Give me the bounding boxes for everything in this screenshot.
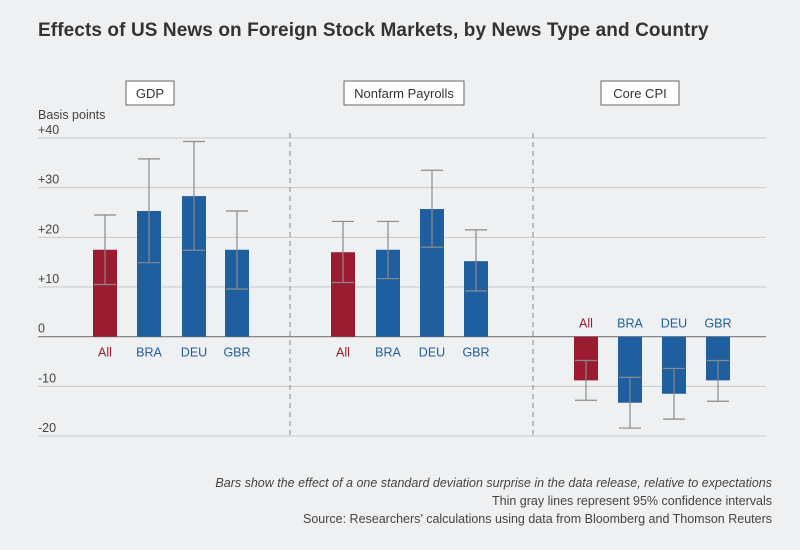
- category-label: DEU: [419, 346, 445, 360]
- panel-header-label: GDP: [136, 86, 164, 101]
- y-tick-label: +30: [38, 173, 59, 187]
- panel-header-box: [125, 80, 175, 106]
- category-label: BRA: [136, 346, 162, 360]
- y-tick-label: +10: [38, 272, 59, 286]
- footnote-confidence-intervals: Thin gray lines represent 95% confidence…: [491, 494, 772, 508]
- category-label: BRA: [617, 317, 643, 331]
- category-label: GBR: [462, 346, 489, 360]
- category-label: DEU: [181, 346, 207, 360]
- panel-header-box: [343, 80, 465, 106]
- footnote-source: Source: Researchers’ calculations using …: [303, 512, 772, 526]
- y-tick-label: -10: [38, 371, 56, 385]
- category-label: All: [579, 317, 593, 331]
- panel-header-box: [600, 80, 680, 106]
- category-label: DEU: [661, 317, 687, 331]
- y-tick-label: +40: [38, 123, 59, 137]
- y-tick-label: +20: [38, 222, 59, 236]
- panel-header-label: Core CPI: [613, 86, 666, 101]
- y-tick-label: 0: [38, 322, 45, 336]
- footnote-bars-explanation: Bars show the effect of a one standard d…: [215, 476, 772, 490]
- category-label: GBR: [704, 317, 731, 331]
- y-axis-label: Basis points: [38, 108, 105, 122]
- category-label: GBR: [223, 346, 250, 360]
- category-label: All: [336, 346, 350, 360]
- y-tick-label: -20: [38, 421, 56, 435]
- category-label: All: [98, 346, 112, 360]
- category-label: BRA: [375, 346, 401, 360]
- chart-title: Effects of US News on Foreign Stock Mark…: [38, 20, 709, 41]
- panel-header-label: Nonfarm Payrolls: [354, 86, 454, 101]
